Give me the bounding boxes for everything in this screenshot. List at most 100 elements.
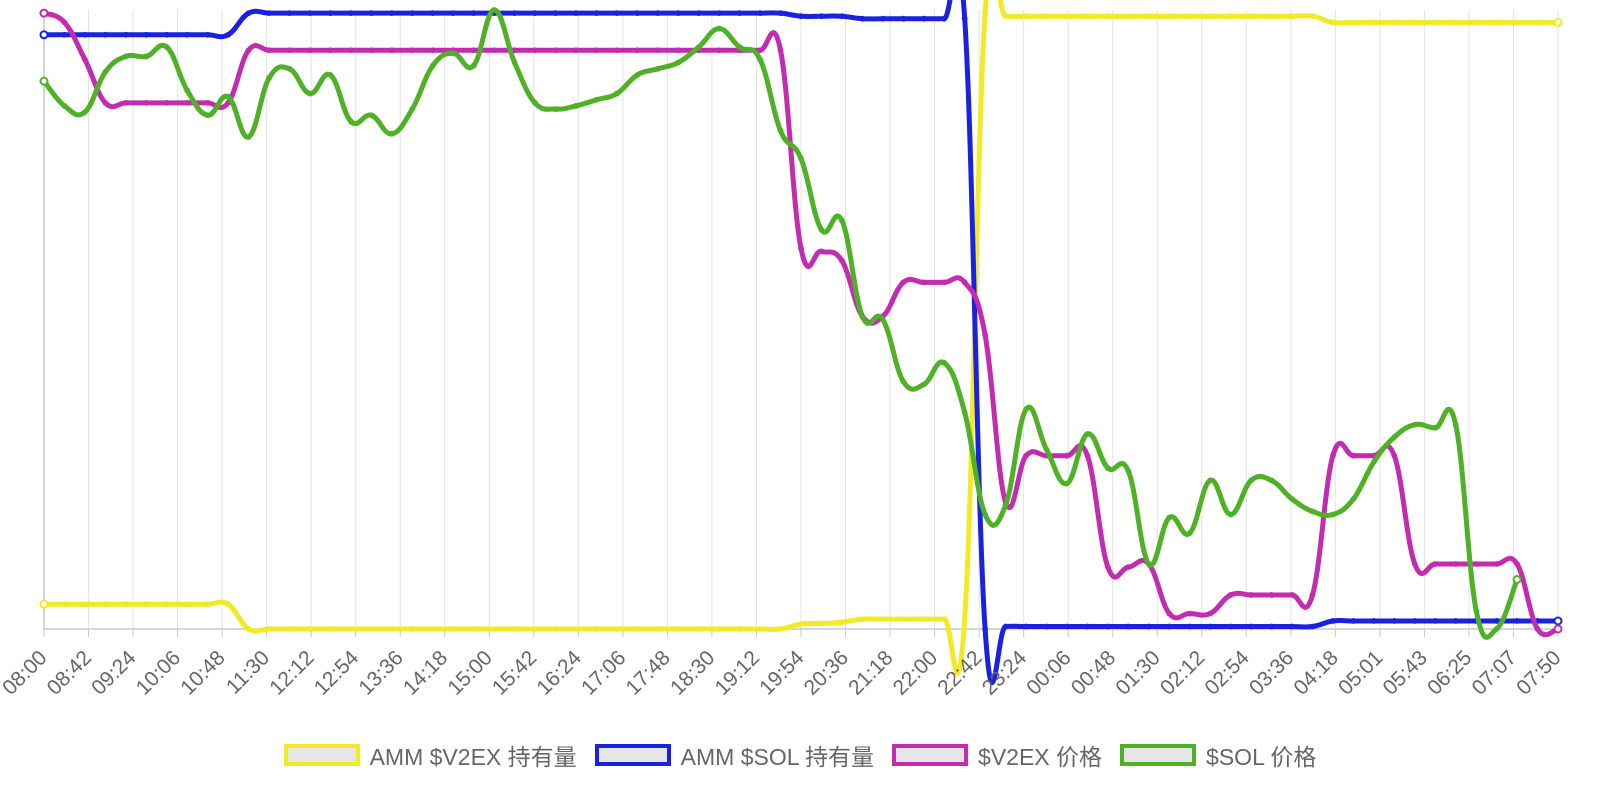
series-2-group	[39, 8, 1563, 638]
data-point	[1064, 452, 1070, 459]
data-point	[1391, 618, 1398, 624]
data-point	[736, 10, 743, 16]
data-point	[429, 10, 436, 16]
data-point	[307, 626, 313, 632]
data-point	[961, 616, 968, 622]
data-point	[122, 99, 129, 106]
data-point	[798, 13, 804, 20]
data-point	[245, 133, 252, 140]
data-point	[1023, 623, 1029, 630]
legend-item-sol-price[interactable]: $SOL 价格	[1120, 738, 1316, 772]
data-point	[982, 626, 989, 632]
x-tick-label: 14:18	[399, 646, 452, 699]
data-point	[879, 15, 886, 22]
data-point	[1289, 623, 1295, 630]
series-1-group	[39, 0, 1563, 685]
data-point	[1064, 480, 1070, 487]
data-point	[859, 616, 866, 622]
data-point	[470, 626, 477, 632]
data-point	[1186, 530, 1193, 536]
x-tick-label: 21:18	[844, 646, 897, 699]
data-point	[634, 626, 641, 632]
legend-item-amm-sol-holdings[interactable]: AMM $SOL 持有量	[594, 738, 875, 772]
data-point	[347, 626, 354, 632]
data-point	[1370, 618, 1377, 624]
data-point	[920, 15, 927, 22]
data-point	[1350, 496, 1357, 502]
data-point	[634, 72, 641, 78]
data-point	[1473, 19, 1480, 26]
data-point	[675, 47, 682, 54]
data-point	[982, 511, 989, 518]
data-point	[286, 65, 293, 72]
data-point	[184, 87, 191, 94]
data-point	[286, 47, 293, 54]
data-point	[39, 599, 49, 609]
data-point	[204, 112, 211, 119]
x-tick-label: 13:36	[354, 646, 407, 699]
data-point	[1452, 421, 1459, 428]
data-point	[1330, 19, 1336, 26]
data-point	[409, 626, 416, 632]
data-point	[266, 626, 272, 632]
data-point	[716, 47, 723, 54]
data-point	[184, 99, 191, 106]
data-point	[1125, 13, 1132, 20]
data-point	[122, 31, 129, 38]
data-point	[552, 10, 559, 16]
data-point	[184, 31, 191, 38]
data-point	[654, 65, 661, 72]
data-point	[961, 279, 968, 286]
data-point	[1514, 561, 1520, 567]
data-point	[798, 155, 804, 162]
legend-label: AMM $SOL 持有量	[680, 744, 875, 770]
data-point	[1248, 13, 1255, 20]
data-point	[1248, 592, 1255, 598]
data-point	[368, 10, 375, 16]
series-lines	[39, 0, 1563, 685]
data-point	[491, 47, 498, 54]
data-point	[1330, 618, 1336, 624]
data-point	[1289, 13, 1295, 20]
data-point	[143, 601, 150, 608]
data-point	[920, 616, 927, 622]
data-point	[1289, 496, 1295, 502]
x-tick-labels: 08:0008:4209:2410:0610:4811:3012:1212:54…	[0, 646, 1566, 700]
legend-item-amm-v2ex-holdings[interactable]: AMM $V2EX 持有量	[283, 738, 577, 772]
data-point	[818, 226, 825, 233]
data-point	[39, 8, 49, 18]
data-point	[39, 30, 49, 40]
x-tick-label: 20:36	[800, 646, 853, 699]
data-point	[1432, 561, 1439, 567]
data-point	[1248, 477, 1255, 484]
legend-swatch	[283, 744, 360, 766]
data-point	[143, 99, 150, 106]
data-point	[593, 10, 600, 16]
data-point	[839, 13, 845, 20]
x-tick-label: 10:48	[176, 646, 229, 699]
data-point	[143, 31, 150, 38]
data-point	[1493, 561, 1500, 567]
data-point	[1166, 610, 1173, 617]
data-point	[1309, 13, 1316, 20]
data-point	[900, 378, 907, 385]
data-point	[1227, 511, 1234, 518]
x-tick-label: 05:01	[1334, 646, 1387, 699]
data-point	[1145, 561, 1152, 567]
data-point	[163, 44, 170, 51]
legend-label: $V2EX 价格	[978, 744, 1103, 770]
data-point	[225, 93, 232, 100]
data-point	[163, 601, 170, 608]
data-point	[716, 626, 723, 632]
data-point	[1534, 626, 1541, 632]
data-point	[1064, 13, 1070, 20]
data-point	[634, 47, 641, 54]
data-point	[1064, 623, 1070, 630]
legend-swatch	[1120, 744, 1197, 766]
data-point	[552, 47, 559, 54]
data-point	[1104, 623, 1111, 630]
data-point	[1227, 623, 1234, 630]
data-point	[757, 10, 763, 16]
legend-item-v2ex-price[interactable]: $V2EX 价格	[892, 738, 1102, 772]
legend-swatch	[892, 744, 969, 766]
